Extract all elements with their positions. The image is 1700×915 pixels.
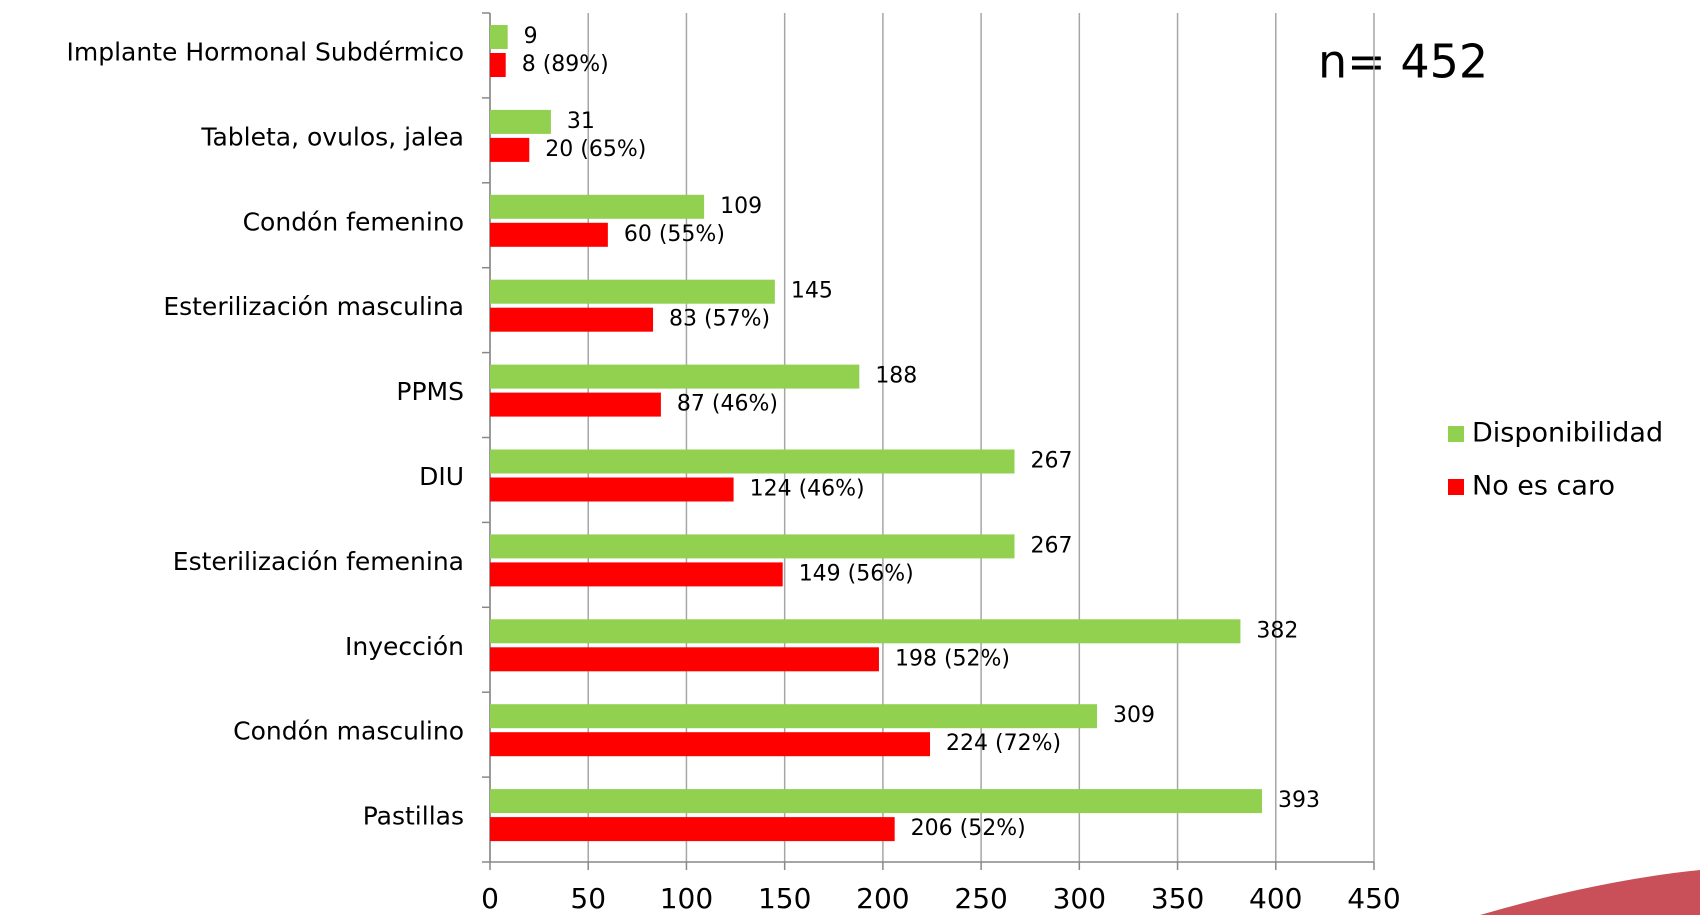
- data-label: 198 (52%): [895, 646, 1010, 671]
- category-label: Esterilización femenina: [173, 547, 464, 576]
- x-tick-label: 150: [758, 882, 811, 915]
- bar: [490, 279, 775, 304]
- category-label: Condón masculino: [233, 717, 464, 746]
- data-label: 145: [791, 279, 833, 304]
- x-tick-label: 0: [481, 882, 499, 915]
- category-label: Esterilización masculina: [163, 292, 464, 321]
- data-label: 8 (89%): [522, 52, 609, 77]
- data-label: 60 (55%): [624, 222, 725, 247]
- x-tick-label: 300: [1053, 882, 1106, 915]
- bar: [490, 732, 931, 757]
- legend-swatch: [1448, 426, 1464, 442]
- x-tick-label: 250: [954, 882, 1007, 915]
- data-label: 9: [524, 24, 538, 49]
- x-tick-label: 200: [856, 882, 909, 915]
- category-label: DIU: [419, 462, 464, 491]
- data-label: 309: [1113, 703, 1155, 728]
- bar: [490, 647, 879, 672]
- category-label: PPMS: [396, 377, 464, 406]
- bar: [490, 137, 530, 162]
- data-label: 20 (65%): [545, 137, 646, 162]
- annotation: n= 452: [1318, 35, 1488, 89]
- data-label: 393: [1278, 788, 1320, 813]
- bar: [490, 817, 895, 842]
- data-label: 188: [875, 364, 917, 389]
- bar: [490, 53, 506, 77]
- category-label: Implante Hormonal Subdérmico: [67, 37, 465, 66]
- bar: [490, 364, 860, 389]
- data-label: 267: [1031, 533, 1073, 558]
- data-label: 224 (72%): [946, 731, 1061, 756]
- x-tick-label: 350: [1151, 882, 1204, 915]
- bar: [490, 477, 734, 502]
- category-label: Pastillas: [363, 802, 464, 831]
- data-label: 206 (52%): [911, 816, 1026, 841]
- bar: [490, 789, 1263, 814]
- data-label: 31: [567, 109, 595, 134]
- bar: [490, 392, 661, 417]
- bar: [490, 307, 654, 332]
- bar: [490, 25, 508, 49]
- data-label: 267: [1031, 449, 1073, 474]
- bar: [490, 222, 608, 247]
- data-label: 124 (46%): [750, 477, 865, 502]
- decoration: [1480, 870, 1700, 915]
- x-tick-label: 50: [570, 882, 606, 915]
- x-tick-label: 400: [1249, 882, 1302, 915]
- data-label: 83 (57%): [669, 307, 770, 332]
- x-tick-label: 450: [1347, 882, 1400, 915]
- x-tick-label: 100: [660, 882, 713, 915]
- data-label: 382: [1256, 618, 1298, 643]
- bar: [490, 619, 1241, 644]
- category-label: Condón femenino: [243, 207, 464, 236]
- data-label: 109: [720, 194, 762, 219]
- category-label: Inyección: [345, 632, 464, 661]
- bar: [490, 449, 1015, 474]
- bar: [490, 704, 1098, 729]
- legend-label: No es caro: [1472, 471, 1615, 502]
- legend-swatch: [1448, 479, 1464, 495]
- bar: [490, 109, 551, 134]
- bar: [490, 562, 783, 587]
- category-label: Tableta, ovulos, jalea: [200, 122, 464, 151]
- data-label: 149 (56%): [799, 561, 914, 586]
- bar: [490, 194, 705, 219]
- data-label: 87 (46%): [677, 392, 778, 417]
- bar: [490, 534, 1015, 559]
- legend-label: Disponibilidad: [1472, 418, 1663, 449]
